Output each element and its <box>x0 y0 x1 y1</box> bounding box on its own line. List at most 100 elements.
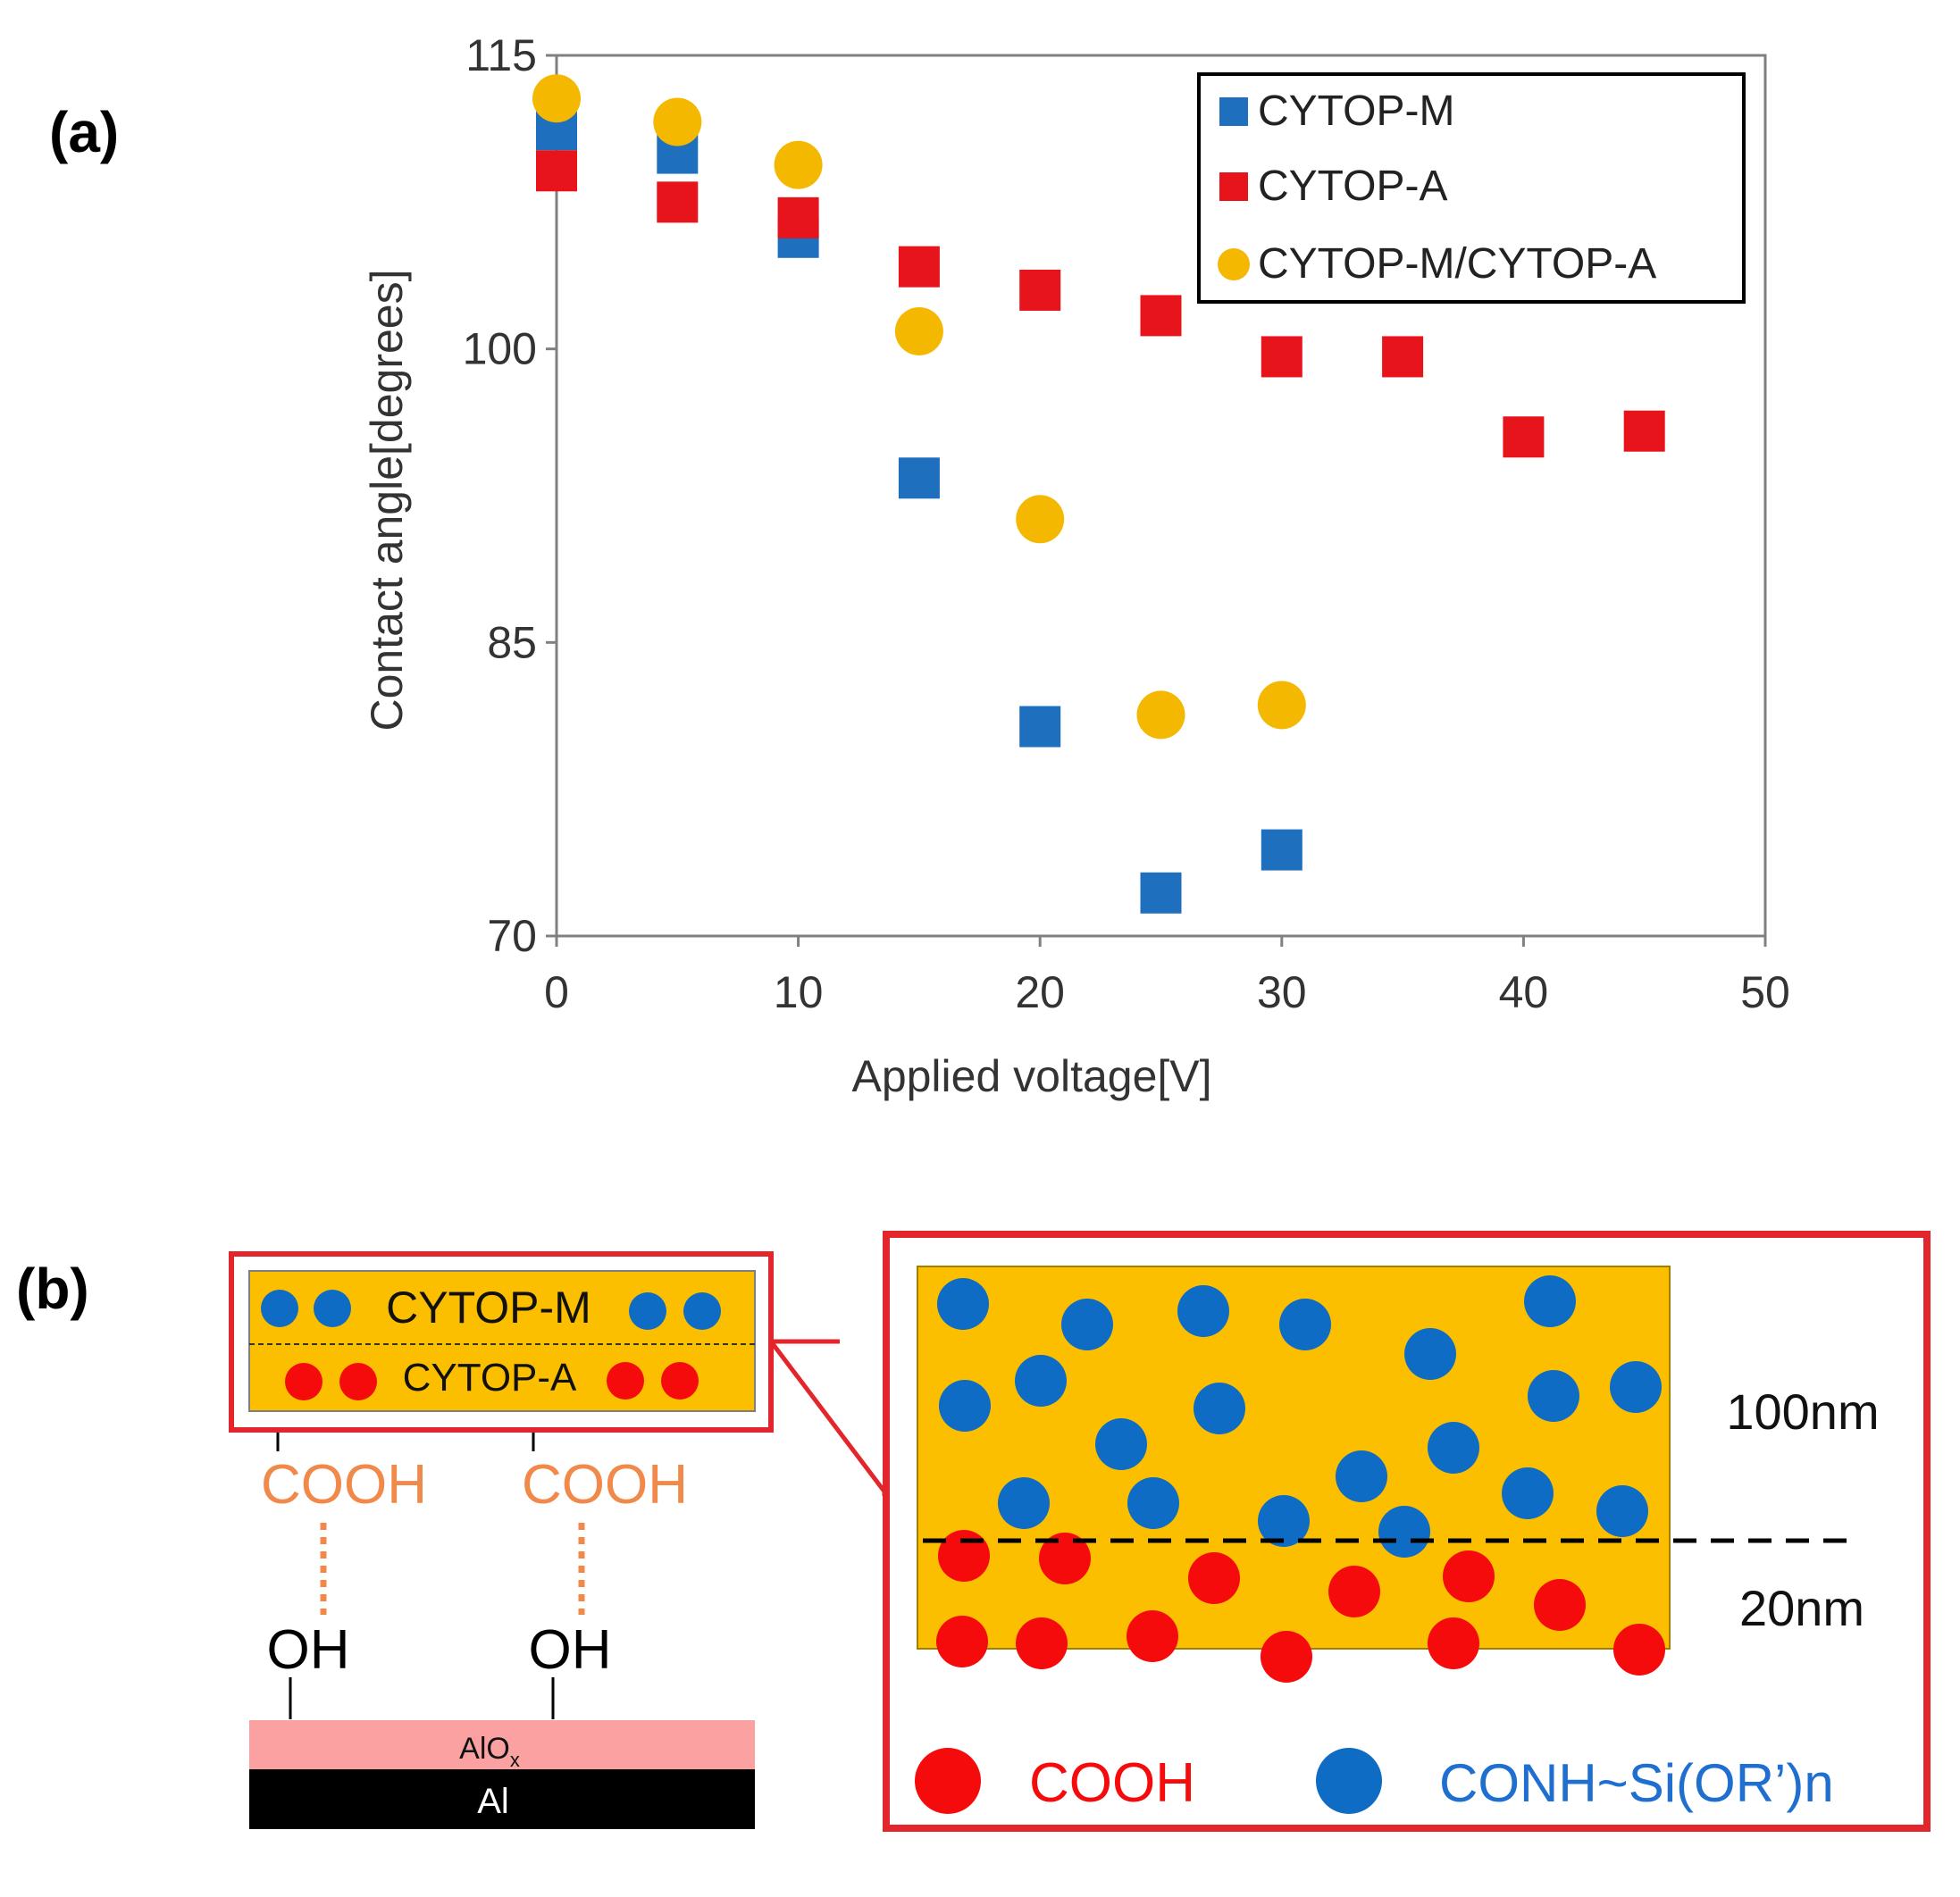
silane-dot <box>1528 1370 1579 1422</box>
x-axis-label: Applied voltage[V] <box>851 1051 1211 1101</box>
point-cytop-m-cytop-a <box>774 140 823 189</box>
silane-dot <box>1061 1299 1113 1350</box>
silane-dot <box>1015 1355 1067 1407</box>
aluminum-layer <box>249 1769 755 1829</box>
point-cytop-a <box>1140 295 1182 337</box>
x-tick-label: 20 <box>1015 967 1065 1017</box>
point-cytop-a <box>657 181 699 223</box>
x-tick-label: 50 <box>1740 967 1790 1017</box>
point-cytop-m <box>898 457 940 499</box>
layer-stack-schematic: CYTOP-M CYTOP-A COOH COOH OH OH AlOx Al <box>229 1251 774 1829</box>
silane-dot <box>1095 1418 1147 1470</box>
hydroxyl-label-2: OH <box>529 1619 612 1681</box>
silane-dot <box>998 1477 1050 1529</box>
acid-dot <box>339 1363 377 1400</box>
silane-particles <box>937 1275 1662 1558</box>
silane-dot <box>1378 1506 1430 1558</box>
y-tick-label: 85 <box>487 617 537 667</box>
legend-silane-label: CONH~Si(OR’)n <box>1439 1753 1834 1813</box>
zoom-connector-diag <box>769 1340 886 1493</box>
acid-dot <box>1016 1617 1068 1669</box>
legend-label-cytop-m: CYTOP-M <box>1258 88 1454 135</box>
oxide-main-text: AlO <box>459 1732 510 1766</box>
point-cytop-a <box>1623 410 1665 452</box>
acid-particles <box>936 1530 1665 1683</box>
silane-dot <box>629 1292 666 1330</box>
y-tick-label: 70 <box>487 911 537 961</box>
point-cytop-m-cytop-a <box>653 97 702 146</box>
thickness-bottom-label: 20nm <box>1739 1580 1864 1636</box>
silane-dot <box>1336 1450 1387 1502</box>
silane-dot <box>1194 1383 1245 1434</box>
silane-dot <box>939 1380 991 1432</box>
silane-dot <box>683 1292 721 1330</box>
silane-dot <box>1127 1477 1179 1529</box>
aluminum-oxide-layer <box>249 1720 755 1769</box>
carboxyl-label-1: COOH <box>261 1454 427 1516</box>
point-cytop-a <box>536 150 577 192</box>
silane-dot <box>1524 1275 1576 1327</box>
silane-dot <box>1610 1361 1662 1413</box>
point-cytop-a <box>1019 269 1061 311</box>
silane-dot <box>1404 1328 1456 1380</box>
x-tick-label: 30 <box>1257 967 1307 1017</box>
acid-dot <box>1613 1624 1665 1676</box>
acid-dot <box>936 1616 988 1667</box>
point-cytop-m-cytop-a <box>532 74 581 123</box>
legend: CYTOP-M CYTOP-A CYTOP-M/CYTOP-A <box>1197 72 1746 304</box>
acid-dot <box>1261 1631 1312 1683</box>
aluminum-label: Al <box>477 1782 509 1821</box>
point-cytop-m <box>1019 706 1061 748</box>
silane-dot <box>314 1290 351 1327</box>
y-axis-ticks: 70 85 100 115 <box>463 30 557 961</box>
y-axis-label: Contact angle[degrees] <box>362 269 412 731</box>
point-cytop-m-cytop-a <box>1136 690 1185 740</box>
point-cytop-m <box>1261 829 1302 871</box>
acid-dot <box>1428 1617 1479 1669</box>
legend-silane-dot <box>1316 1748 1382 1814</box>
point-cytop-m-cytop-a <box>894 306 943 355</box>
silane-dot <box>261 1290 298 1327</box>
legend-swatch-cytop-m <box>1219 97 1248 126</box>
x-axis-ticks: 0 10 20 30 40 50 <box>544 936 1790 1017</box>
legend-acid-label: COOH <box>1029 1752 1195 1814</box>
acid-dot <box>1443 1550 1495 1602</box>
x-tick-label: 0 <box>544 967 569 1017</box>
acid-dot <box>1188 1552 1240 1604</box>
acid-dot <box>661 1362 699 1400</box>
aluminum-oxide-label: AlOx <box>459 1732 520 1771</box>
legend-label-cytop-m-a: CYTOP-M/CYTOP-A <box>1258 240 1656 288</box>
plot-frame <box>555 54 1767 938</box>
silane-dot <box>937 1278 989 1330</box>
point-cytop-a <box>1261 336 1302 378</box>
acid-dot <box>1039 1533 1091 1584</box>
cytop-a-layer-label: CYTOP-A <box>403 1356 577 1400</box>
x-tick-label: 10 <box>774 967 824 1017</box>
y-tick-label: 115 <box>465 30 537 80</box>
acid-dot <box>938 1530 990 1582</box>
acid-dot <box>285 1363 322 1400</box>
acid-dot <box>1328 1566 1380 1617</box>
legend-swatch-cytop-m-a <box>1218 248 1250 280</box>
cytop-m-layer-label: CYTOP-M <box>386 1283 591 1333</box>
legend-box <box>1197 72 1746 304</box>
silane-dot <box>1428 1422 1479 1474</box>
silane-dot <box>1596 1485 1648 1537</box>
x-tick-label: 40 <box>1499 967 1549 1017</box>
legend-acid-dot <box>915 1748 981 1814</box>
silane-dot <box>1258 1495 1310 1547</box>
point-cytop-a <box>898 246 940 288</box>
point-cytop-a <box>777 196 819 238</box>
legend-label-cytop-a: CYTOP-A <box>1258 163 1447 210</box>
panel-b-label: (b) <box>16 1257 89 1321</box>
panel-a-label: (a) <box>49 100 119 164</box>
data-points <box>532 74 1665 914</box>
acid-dot <box>607 1362 644 1400</box>
point-cytop-a <box>1382 336 1424 378</box>
point-cytop-m <box>1140 872 1182 914</box>
point-cytop-m-cytop-a <box>1016 495 1065 544</box>
silane-dot <box>1279 1299 1331 1350</box>
point-cytop-m-cytop-a <box>1257 681 1306 730</box>
carboxyl-label-2: COOH <box>522 1454 688 1516</box>
